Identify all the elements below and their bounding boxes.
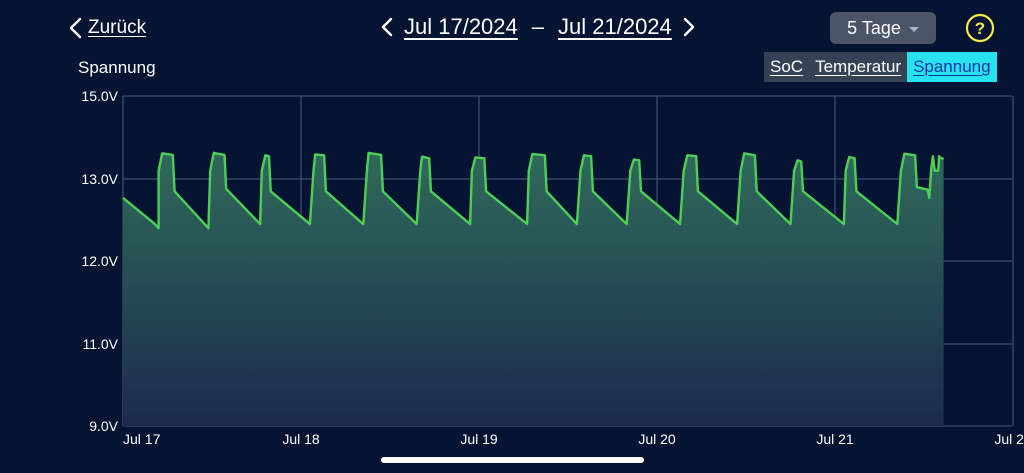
voltage-line xyxy=(122,151,945,230)
back-label: Zurück xyxy=(88,17,147,38)
area-layer xyxy=(122,151,945,426)
y-tick-label: 11.0V xyxy=(82,336,118,352)
x-tick-label: Jul 19 xyxy=(460,431,498,447)
back-button[interactable]: Zurück xyxy=(66,14,146,42)
help-icon[interactable]: ? xyxy=(965,13,995,43)
y-tick-label: 12.0V xyxy=(81,253,118,269)
metric-tabs: SoC Temperatur Spannung xyxy=(764,52,997,82)
x-tick-label: Jul 18 xyxy=(282,431,320,447)
y-tick-label: 13.0V xyxy=(81,171,118,187)
previous-range-icon[interactable] xyxy=(378,12,398,42)
chevron-left-icon xyxy=(69,17,82,39)
x-tick-label: Jul 22 xyxy=(994,431,1024,447)
end-date[interactable]: Jul 21/2024 xyxy=(558,14,672,39)
y-tick-label: 15.0V xyxy=(81,88,118,104)
help-symbol: ? xyxy=(975,19,985,38)
x-tick-label: Jul 21 xyxy=(816,431,854,447)
date-range: Jul 17/2024 – Jul 21/2024 xyxy=(378,12,698,42)
home-indicator xyxy=(381,457,644,463)
top-bar: Zurück Jul 17/2024 – Jul 21/2024 5 Tage … xyxy=(0,0,1024,56)
period-dropdown[interactable]: 5 Tage xyxy=(830,12,936,44)
x-tick-label: Jul 20 xyxy=(638,431,676,447)
tab-soc[interactable]: SoC xyxy=(770,57,804,76)
tab-spannung[interactable]: Spannung xyxy=(907,52,997,82)
y-axis-labels: 9.0V 11.0V 12.0V 13.0V 15.0V xyxy=(81,88,118,434)
voltage-area xyxy=(123,152,944,426)
period-label: 5 Tage xyxy=(847,17,901,38)
x-tick-label: Jul 17 xyxy=(123,431,161,447)
chart-title: Spannung xyxy=(78,58,156,77)
start-date[interactable]: Jul 17/2024 xyxy=(404,14,518,39)
tab-temperatur[interactable]: Temperatur xyxy=(815,57,902,76)
next-range-icon[interactable] xyxy=(678,12,698,42)
y-tick-label: 9.0V xyxy=(89,418,118,434)
caret-down-icon xyxy=(908,26,919,32)
date-separator: – xyxy=(531,14,545,39)
x-axis-labels: Jul 17 Jul 18 Jul 19 Jul 20 Jul 21 Jul 22 xyxy=(123,431,1024,447)
